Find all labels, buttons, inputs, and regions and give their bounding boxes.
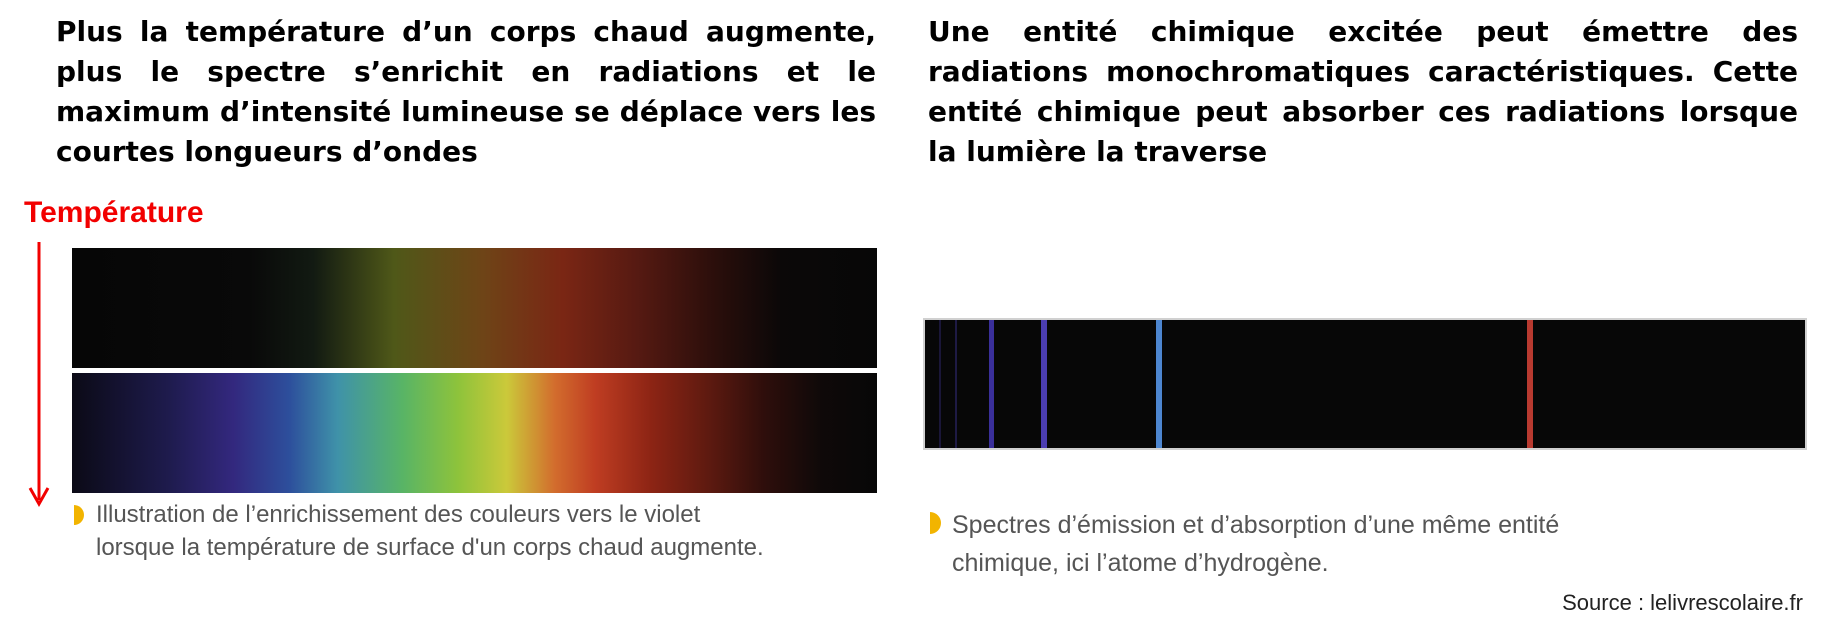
caption-left: Illustration de l’enrichissement des cou… <box>96 498 886 564</box>
emission-line-blue <box>1156 320 1162 448</box>
emission-line-violet-faint <box>955 320 957 448</box>
emission-line-violet-faint <box>939 320 941 448</box>
high-temperature-spectrum <box>72 373 877 493</box>
caption-left-line-1: Illustration de l’enrichissement des cou… <box>96 501 701 528</box>
caption-right-line-2: chimique, ici l’atome d’hydrogène. <box>952 549 1329 577</box>
temperature-label: Température <box>24 196 204 229</box>
right-explanation: Une entité chimique excitée peut émettre… <box>928 15 1798 168</box>
emission-line-violet <box>1041 320 1047 448</box>
temperature-arrow-icon <box>28 242 50 508</box>
caption-bullet-icon <box>74 505 84 525</box>
emission-line-violet <box>989 320 994 448</box>
low-temperature-spectrum <box>72 248 877 368</box>
emission-spectrum <box>923 318 1807 450</box>
caption-bullet-icon <box>930 512 941 534</box>
caption-right-line-1: Spectres d’émission et d’absorption d’un… <box>952 511 1560 539</box>
caption-left-line-2: lorsque la température de surface d'un c… <box>96 534 764 561</box>
caption-right: Spectres d’émission et d’absorption d’un… <box>952 506 1732 582</box>
emission-line-red <box>1527 320 1533 448</box>
left-explanation: Plus la température d’un corps chaud aug… <box>56 15 876 168</box>
source-credit: Source : lelivrescolaire.fr <box>1562 590 1803 615</box>
